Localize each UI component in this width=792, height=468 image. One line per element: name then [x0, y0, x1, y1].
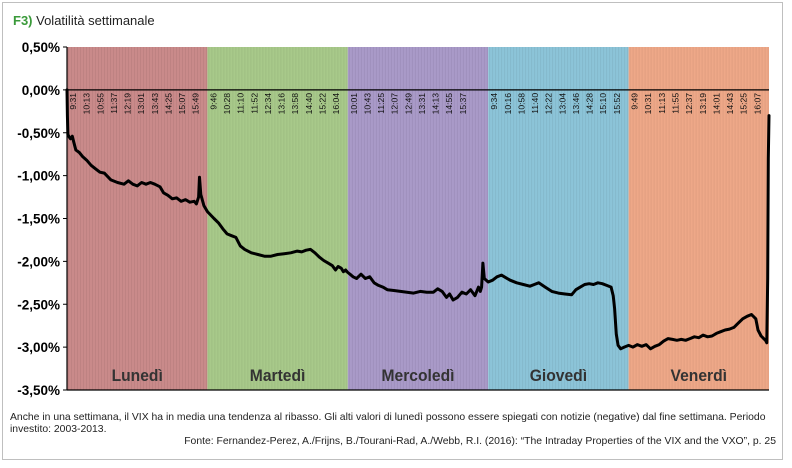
time-tick-label: 15:49 — [191, 93, 201, 115]
day-label-5: Venerdì — [671, 366, 727, 385]
time-tick-label: 10:13 — [82, 93, 92, 115]
time-tick-label: 13:43 — [150, 93, 160, 115]
day-label-2: Martedì — [250, 366, 306, 385]
source-citation: Fonte: Fernandez-Perez, A./Frijns, B./To… — [184, 436, 776, 447]
y-tick-label: -3,00% — [17, 340, 60, 355]
time-tick-label: 13:46 — [571, 93, 581, 115]
footnote: Anche in una settimana, il VIX ha in med… — [10, 412, 766, 435]
time-tick-label: 15:25 — [739, 93, 749, 115]
figure-title: F3) Volatilità settimanale — [13, 13, 155, 28]
day-band-stripes-3 — [348, 47, 488, 390]
time-tick-label: 9:31 — [68, 93, 78, 110]
time-tick-label: 10:55 — [95, 93, 105, 115]
time-tick-label: 10:31 — [643, 93, 653, 115]
time-tick-label: 10:28 — [222, 93, 232, 115]
time-tick-label: 11:52 — [249, 93, 259, 114]
time-tick-label: 15:52 — [612, 93, 622, 115]
time-tick-label: 9:34 — [489, 93, 499, 110]
figure-tag: F3) — [13, 13, 33, 28]
day-label-3: Mercoledì — [382, 366, 455, 385]
time-tick-label: 13:58 — [290, 93, 300, 115]
y-tick-label: 0,50% — [22, 40, 60, 55]
time-tick-label: 10:16 — [503, 93, 513, 115]
time-tick-label: 14:40 — [304, 93, 314, 115]
time-tick-label: 15:10 — [598, 93, 608, 115]
time-tick-label: 13:19 — [698, 93, 708, 115]
time-tick-label: 10:43 — [362, 93, 372, 115]
time-tick-label: 12:07 — [390, 93, 400, 115]
time-tick-label: 15:37 — [458, 93, 468, 115]
y-tick-label: 0,00% — [22, 83, 60, 98]
day-label-1: Lunedì — [112, 366, 163, 385]
y-tick-label: -1,00% — [17, 169, 60, 184]
y-tick-label: -0,50% — [17, 126, 60, 141]
time-tick-label: 11:37 — [109, 93, 119, 114]
time-tick-label: 13:04 — [557, 93, 567, 115]
time-tick-label: 12:19 — [123, 93, 133, 115]
time-tick-label: 12:49 — [403, 93, 413, 115]
time-tick-label: 13:01 — [136, 93, 146, 115]
y-tick-label: -2,50% — [17, 297, 60, 312]
time-tick-label: 13:16 — [277, 93, 287, 115]
figure-title-text: Volatilità settimanale — [36, 13, 155, 28]
time-tick-label: 11:13 — [657, 93, 667, 114]
time-tick-label: 14:43 — [725, 93, 735, 115]
time-tick-label: 11:10 — [236, 93, 246, 114]
time-tick-label: 15:07 — [177, 93, 187, 115]
time-tick-label: 16:04 — [331, 93, 341, 115]
time-tick-label: 12:34 — [263, 93, 273, 115]
time-tick-label: 10:58 — [517, 93, 527, 115]
day-band-stripes-1 — [68, 47, 207, 390]
time-tick-label: 10:01 — [349, 93, 359, 115]
time-tick-label: 11:55 — [671, 93, 681, 114]
day-band-stripes-4 — [489, 47, 629, 390]
time-tick-label: 16:07 — [752, 93, 762, 115]
day-label-4: Giovedì — [530, 366, 587, 385]
time-tick-label: 13:31 — [417, 93, 427, 115]
time-tick-label: 9:49 — [630, 93, 640, 110]
y-tick-label: -3,50% — [17, 383, 60, 398]
time-tick-label: 14:55 — [444, 93, 454, 115]
time-tick-label: 15:22 — [317, 93, 327, 115]
y-tick-label: -1,50% — [17, 212, 60, 227]
y-tick-label: -2,00% — [17, 254, 60, 269]
time-tick-label: 14:01 — [711, 93, 721, 115]
time-tick-label: 14:25 — [163, 93, 173, 115]
time-tick-label: 14:13 — [431, 93, 441, 115]
day-band-stripes-5 — [629, 47, 769, 390]
volatility-line — [65, 88, 771, 351]
time-tick-label: 11:40 — [530, 93, 540, 114]
time-tick-label: 9:46 — [208, 93, 218, 110]
time-tick-label: 11:25 — [376, 93, 386, 114]
time-tick-label: 12:37 — [684, 93, 694, 115]
day-band-stripes-2 — [208, 47, 348, 390]
time-tick-label: 14:28 — [585, 93, 595, 115]
time-tick-label: 12:22 — [544, 93, 554, 115]
